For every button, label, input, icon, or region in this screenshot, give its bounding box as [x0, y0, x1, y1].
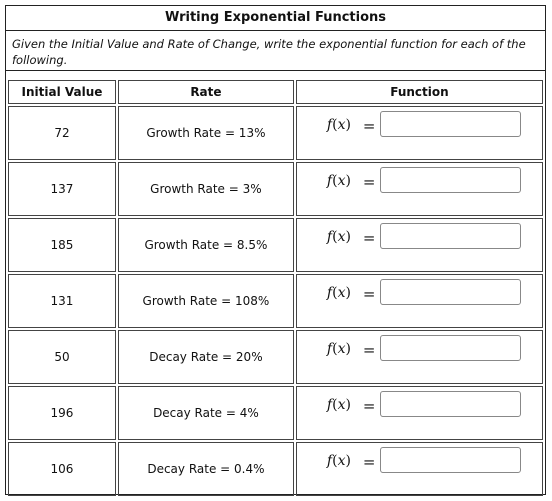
worksheet-title: Writing Exponential Functions	[6, 6, 545, 31]
function-notation: f(x)	[327, 173, 351, 189]
table-row: 106 Decay Rate = 0.4% f(x) =	[8, 442, 543, 496]
paren-open: (	[332, 173, 338, 189]
header-initial-value: Initial Value	[8, 80, 116, 104]
function-name: f	[326, 453, 333, 469]
table-body: 72 Growth Rate = 13% f(x) = 137 Growth Rate =…	[8, 106, 543, 496]
rate-cell: Growth Rate = 13%	[117, 106, 294, 160]
table-row: 131 Growth Rate = 108% f(x) =	[8, 274, 543, 328]
function-variable: x	[337, 453, 346, 469]
function-variable: x	[337, 229, 346, 245]
rate-cell: Decay Rate = 4%	[117, 386, 294, 440]
function-wrapper: f(x) =	[297, 163, 542, 215]
function-answer-input[interactable]	[379, 335, 521, 361]
function-name: f	[326, 229, 333, 245]
initial-value-cell: 72	[8, 106, 116, 160]
equals-sign: =	[362, 453, 376, 471]
paren-open: (	[332, 397, 338, 413]
paren-open: (	[332, 229, 338, 245]
header-function: Function	[295, 80, 543, 104]
paren-close: )	[345, 173, 351, 189]
paren-close: )	[345, 341, 351, 357]
function-wrapper: f(x) =	[297, 275, 542, 327]
function-wrapper: f(x) =	[297, 443, 542, 495]
function-answer-input[interactable]	[379, 279, 521, 305]
function-wrapper: f(x) =	[297, 107, 542, 159]
paren-close: )	[345, 453, 351, 469]
function-name: f	[326, 173, 333, 189]
function-cell: f(x) =	[295, 218, 543, 272]
rate-cell: Decay Rate = 0.4%	[117, 442, 294, 496]
table-row: 196 Decay Rate = 4% f(x) =	[8, 386, 543, 440]
initial-value-cell: 196	[8, 386, 116, 440]
equals-sign: =	[362, 173, 376, 191]
function-variable: x	[337, 117, 346, 133]
function-cell: f(x) =	[295, 274, 543, 328]
header-row: Initial Value Rate Function	[8, 80, 543, 104]
function-wrapper: f(x) =	[297, 387, 542, 439]
initial-value-cell: 185	[8, 218, 116, 272]
function-cell: f(x) =	[295, 162, 543, 216]
function-answer-input[interactable]	[379, 223, 521, 249]
initial-value-cell: 131	[8, 274, 116, 328]
function-variable: x	[337, 173, 346, 189]
function-notation: f(x)	[327, 117, 351, 133]
rate-cell: Growth Rate = 108%	[117, 274, 294, 328]
rate-cell: Growth Rate = 8.5%	[117, 218, 294, 272]
function-answer-input[interactable]	[379, 167, 521, 193]
initial-value-cell: 137	[8, 162, 116, 216]
equals-sign: =	[362, 285, 376, 303]
exponential-table: Initial Value Rate Function 72 Growth Rat…	[6, 78, 545, 498]
function-wrapper: f(x) =	[297, 331, 542, 383]
header-rate: Rate	[117, 80, 294, 104]
function-name: f	[326, 117, 333, 133]
initial-value-cell: 50	[8, 330, 116, 384]
function-variable: x	[337, 397, 346, 413]
function-name: f	[326, 341, 333, 357]
table-row: 185 Growth Rate = 8.5% f(x) =	[8, 218, 543, 272]
function-answer-input[interactable]	[379, 391, 521, 417]
table-row: 50 Decay Rate = 20% f(x) =	[8, 330, 543, 384]
paren-close: )	[345, 397, 351, 413]
paren-open: (	[332, 453, 338, 469]
table-row: 137 Growth Rate = 3% f(x) =	[8, 162, 543, 216]
initial-value-cell: 106	[8, 442, 116, 496]
function-notation: f(x)	[327, 397, 351, 413]
paren-open: (	[332, 117, 338, 133]
function-cell: f(x) =	[295, 442, 543, 496]
equals-sign: =	[362, 117, 376, 135]
paren-close: )	[345, 285, 351, 301]
function-notation: f(x)	[327, 453, 351, 469]
equals-sign: =	[362, 341, 376, 359]
paren-open: (	[332, 285, 338, 301]
function-notation: f(x)	[327, 341, 351, 357]
function-answer-input[interactable]	[379, 111, 521, 137]
function-variable: x	[337, 285, 346, 301]
function-name: f	[326, 397, 333, 413]
instructions: Given the Initial Value and Rate of Chan…	[6, 31, 545, 71]
paren-close: )	[345, 117, 351, 133]
function-notation: f(x)	[327, 285, 351, 301]
function-wrapper: f(x) =	[297, 219, 542, 271]
function-cell: f(x) =	[295, 386, 543, 440]
table-row: 72 Growth Rate = 13% f(x) =	[8, 106, 543, 160]
paren-close: )	[345, 229, 351, 245]
rate-cell: Growth Rate = 3%	[117, 162, 294, 216]
function-cell: f(x) =	[295, 330, 543, 384]
paren-open: (	[332, 341, 338, 357]
worksheet: Writing Exponential Functions Given the …	[5, 5, 546, 498]
rate-cell: Decay Rate = 20%	[117, 330, 294, 384]
function-answer-input[interactable]	[379, 447, 521, 473]
function-variable: x	[337, 341, 346, 357]
equals-sign: =	[362, 229, 376, 247]
equals-sign: =	[362, 397, 376, 415]
function-notation: f(x)	[327, 229, 351, 245]
function-cell: f(x) =	[295, 106, 543, 160]
function-name: f	[326, 285, 333, 301]
